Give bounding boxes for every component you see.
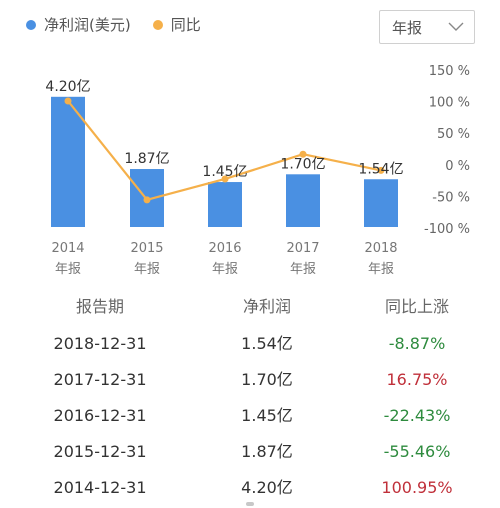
row-profit: 1.54亿 — [241, 334, 293, 353]
x-tick-label-2018: 2018 — [364, 241, 397, 256]
chevron-down-icon — [448, 22, 464, 32]
header-report-period: 报告期 — [75, 297, 125, 316]
header-yoy-change: 同比上涨 — [384, 297, 450, 316]
x-tick-label-2017: 2017 — [286, 241, 319, 256]
chart-legend: 净利润(美元) 同比 — [26, 14, 223, 35]
row-change: 16.75% — [386, 370, 448, 389]
table-row: 2017-12-31 1.70亿 16.75% — [0, 362, 500, 398]
x-tick-label-2016: 2016 — [208, 241, 241, 256]
y-right-tick-label: 150 % — [429, 64, 470, 79]
line-series-dot-icon — [152, 19, 163, 30]
y-right-tick-label: -100 % — [424, 222, 470, 237]
table-header: 报告期 净利润 同比上涨 — [0, 292, 500, 326]
x-tick-sublabel-2018: 年报 — [368, 262, 394, 277]
yoy-point-2016 — [221, 175, 229, 183]
bar-value-label-2016: 1.45亿 — [202, 164, 247, 180]
bar-value-label-2014: 4.20亿 — [45, 79, 90, 95]
bar-value-label-2017: 1.70亿 — [280, 156, 325, 172]
bar-value-label-2018: 1.54亿 — [358, 161, 403, 177]
table-row: 2014-12-31 4.20亿 100.95% — [0, 470, 500, 506]
table-row: 2015-12-31 1.87亿 -55.46% — [0, 434, 500, 470]
legend-item-profit[interactable]: 净利润(美元) — [26, 14, 131, 35]
row-date: 2018-12-31 — [53, 334, 147, 353]
yoy-point-2014 — [64, 97, 72, 105]
legend-label-profit: 净利润(美元) — [44, 16, 131, 34]
y-right-tick-label: 50 % — [437, 127, 470, 142]
row-date: 2015-12-31 — [53, 442, 147, 461]
yoy-point-2015 — [143, 196, 151, 204]
x-tick-label-2015: 2015 — [130, 241, 163, 256]
x-tick-sublabel-2017: 年报 — [290, 262, 316, 277]
yoy-point-2017 — [299, 150, 307, 158]
y-right-tick-label: -50 % — [432, 190, 470, 205]
row-date: 2017-12-31 — [53, 370, 147, 389]
row-change: -22.43% — [383, 406, 451, 425]
y-right-tick-label: 0 % — [445, 159, 470, 174]
row-profit: 1.87亿 — [241, 442, 293, 461]
header-net-profit: 净利润 — [242, 297, 292, 316]
row-change: -8.87% — [388, 334, 446, 353]
row-profit: 4.20亿 — [241, 478, 293, 497]
row-date: 2016-12-31 — [53, 406, 147, 425]
bar-series-dot-icon — [26, 19, 36, 30]
table-row: 2018-12-31 1.54亿 -8.87% — [0, 326, 500, 362]
bar-2018 — [364, 179, 398, 227]
yoy-point-2018 — [377, 166, 385, 174]
profit-table: 报告期 净利润 同比上涨 2018-12-31 1.54亿 -8.87% 201… — [0, 292, 500, 506]
bar-2014 — [51, 96, 85, 227]
bar-value-label-2015: 1.87亿 — [124, 151, 169, 167]
bar-2016 — [208, 182, 242, 227]
bar-2017 — [286, 174, 320, 227]
period-select-value: 年报 — [392, 18, 423, 37]
legend-label-yoy: 同比 — [170, 16, 201, 34]
profit-chart: 4.20亿 1.87亿 1.45亿 1.70亿 1.54亿 2014 年报 2015 年报 201… — [45, 64, 470, 277]
y-right-tick-label: 100 % — [429, 96, 470, 111]
row-date: 2014-12-31 — [53, 478, 147, 497]
x-tick-sublabel-2014: 年报 — [55, 262, 81, 277]
legend-item-yoy[interactable]: 同比 — [152, 14, 201, 35]
table-row: 2016-12-31 1.45亿 -22.43% — [0, 398, 500, 434]
x-tick-sublabel-2016: 年报 — [212, 262, 238, 277]
period-select[interactable]: 年报 — [379, 10, 475, 44]
row-change: -55.46% — [383, 442, 451, 461]
row-change: 100.95% — [381, 478, 453, 497]
x-tick-label-2014: 2014 — [51, 241, 84, 256]
scroll-indicator — [246, 502, 254, 506]
row-profit: 1.70亿 — [241, 370, 293, 389]
row-profit: 1.45亿 — [241, 406, 293, 425]
x-tick-sublabel-2015: 年报 — [134, 262, 160, 277]
